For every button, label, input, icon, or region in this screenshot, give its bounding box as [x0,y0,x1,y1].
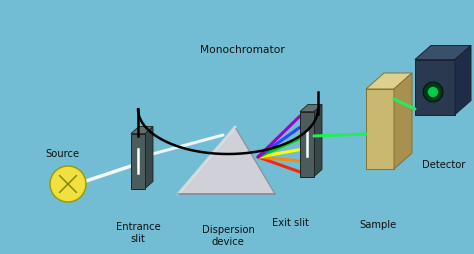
Text: Detector: Detector [422,159,465,169]
Polygon shape [394,74,412,169]
Circle shape [428,87,438,98]
Text: Entrance
slit: Entrance slit [116,221,160,243]
Polygon shape [366,74,412,90]
Polygon shape [145,127,153,189]
Bar [366,90,394,169]
Text: Monochromator: Monochromator [200,45,284,55]
Bar [131,134,145,189]
Text: Exit slit: Exit slit [272,217,309,227]
Polygon shape [415,46,471,60]
Text: Sample: Sample [359,219,397,229]
Bar [415,60,455,115]
Bar [300,112,314,177]
Polygon shape [178,128,275,194]
Polygon shape [455,46,471,115]
Polygon shape [300,105,322,112]
Polygon shape [314,105,322,177]
Text: Source: Source [45,148,79,158]
Polygon shape [131,127,153,134]
Text: Dispersion
device: Dispersion device [201,224,255,246]
Circle shape [50,166,86,202]
Circle shape [423,83,443,103]
